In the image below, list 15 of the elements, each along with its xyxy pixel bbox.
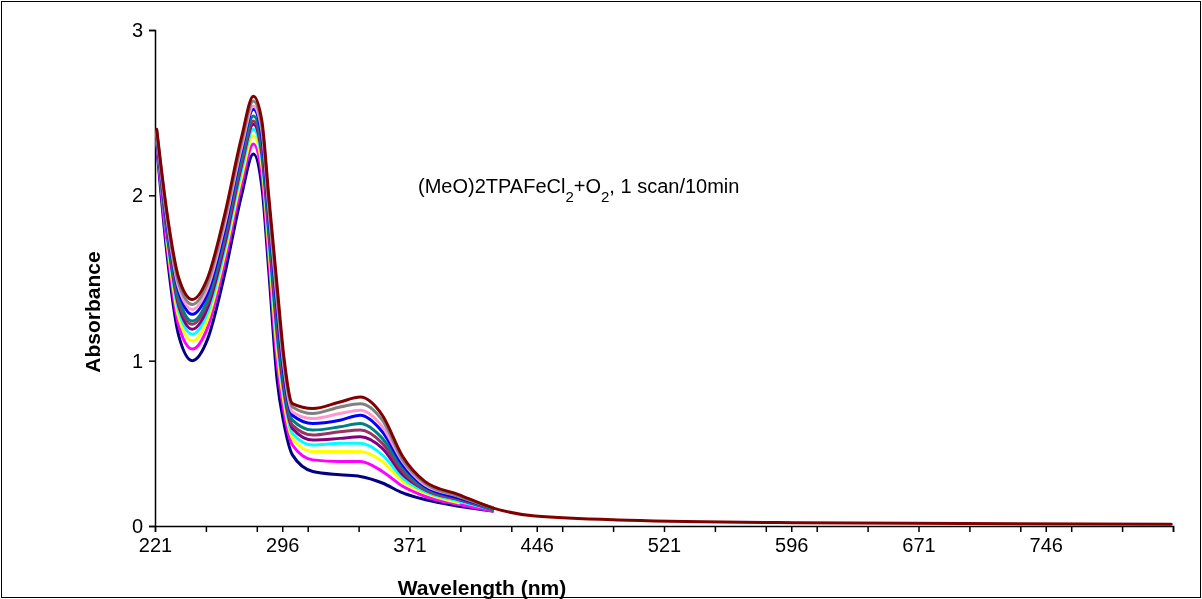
x-tick-label: 671 [902, 534, 936, 557]
y-axis-title: Absorbance [81, 251, 104, 373]
x-tick-label: 371 [393, 534, 427, 557]
x-tick-label: 596 [775, 534, 809, 557]
x-tick-label: 746 [1029, 534, 1063, 557]
x-tick-label: 446 [520, 534, 554, 557]
y-tick-label: 3 [131, 18, 143, 41]
y-tick-label: 1 [131, 349, 143, 372]
y-tick-label: 0 [131, 514, 143, 537]
y-tick-label: 2 [131, 184, 143, 207]
x-axis-title: Wavelength (nm) [397, 576, 567, 599]
annotation: (MeO)2TPAFeCl$_{2}$+O$_{2}$, 1 scan/10min [418, 175, 740, 205]
x-tick-label: 296 [266, 534, 300, 557]
x-tick-label: 221 [138, 534, 173, 557]
x-tick-label: 521 [647, 534, 682, 557]
